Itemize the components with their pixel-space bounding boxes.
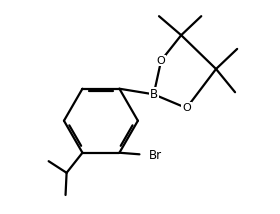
- Text: O: O: [157, 55, 165, 65]
- Text: O: O: [182, 103, 191, 113]
- Text: Br: Br: [149, 149, 162, 162]
- Text: B: B: [150, 88, 158, 101]
